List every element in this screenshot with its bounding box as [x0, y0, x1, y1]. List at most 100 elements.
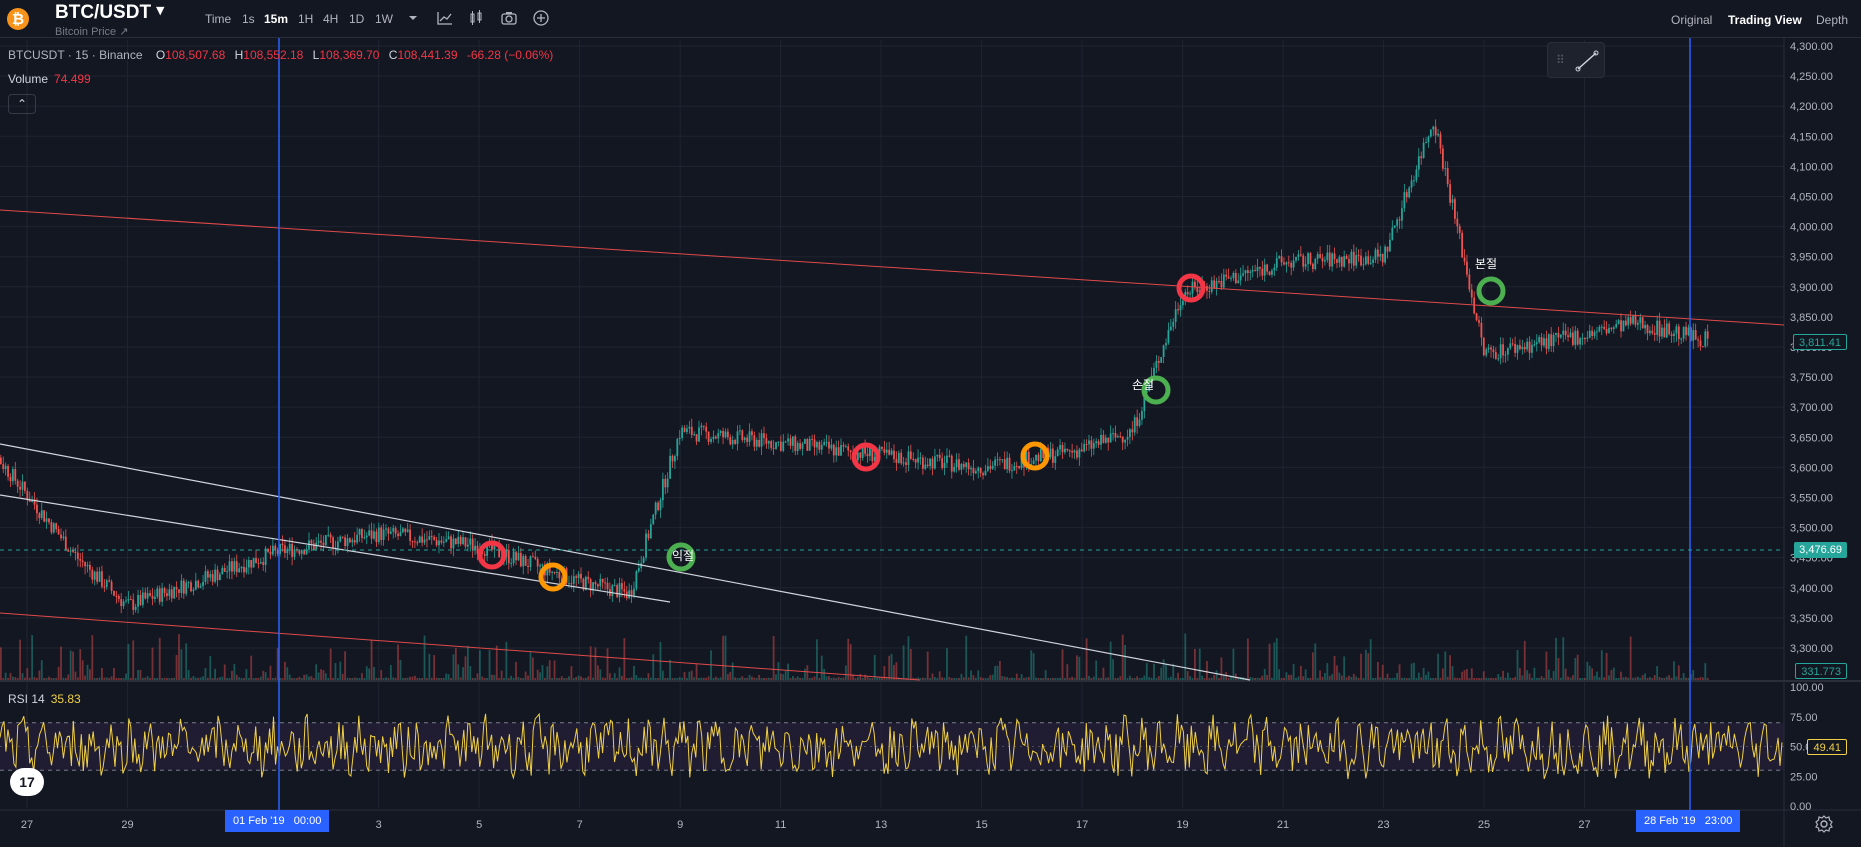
volume-bar [618, 667, 621, 680]
tab-depth[interactable]: Depth [1816, 13, 1849, 27]
candle-body [132, 599, 135, 610]
candle-body [791, 436, 794, 446]
timeframe-1h[interactable]: 1H [298, 12, 314, 26]
candle-body [438, 540, 440, 546]
timeframe-dropdown-icon[interactable] [404, 9, 422, 27]
candle-body [60, 534, 62, 539]
volume-bar [541, 665, 544, 680]
candle-body [231, 561, 233, 572]
candle-body [305, 549, 308, 555]
candle-body [151, 595, 154, 599]
volume-bar [818, 677, 821, 680]
volume-bar [1429, 678, 1432, 680]
volume-bar [519, 677, 522, 680]
volume-bar [1497, 674, 1500, 680]
candle-body [630, 590, 633, 596]
volume-bar [746, 677, 749, 680]
candle-body [1119, 436, 1122, 438]
volume-bar [758, 674, 761, 680]
subtitle-link[interactable]: Bitcoin Price ↗ [55, 26, 129, 38]
volume-bar [1689, 673, 1692, 680]
candle-body [1535, 342, 1538, 345]
candle-body [43, 510, 46, 522]
volume-bar [989, 675, 992, 680]
add-indicator-icon[interactable] [532, 9, 550, 27]
volume-bar [1701, 677, 1704, 680]
candle-body [770, 441, 773, 448]
drag-handle-icon[interactable]: ⠿ [1556, 53, 1565, 67]
collapse-legend-button[interactable]: ⌃ [8, 94, 36, 114]
timeframe-1d[interactable]: 1D [349, 12, 365, 26]
trade-marker-circle [477, 540, 507, 570]
candle-body [1167, 329, 1170, 343]
volume-bar [835, 677, 838, 680]
symbol-caret-icon[interactable]: ▼ [156, 4, 165, 17]
timeframe-15m[interactable]: 15m [264, 12, 289, 26]
candle-body [818, 442, 821, 450]
tradingview-logo-icon[interactable]: 17 [10, 768, 44, 796]
candle-body [575, 576, 578, 578]
candlestick-series [0, 119, 1709, 615]
volume-bar [144, 677, 147, 680]
volume-bar [459, 677, 462, 680]
candle-body [464, 537, 467, 547]
volume-bar [539, 672, 541, 680]
candle-body [1076, 450, 1078, 458]
volume-bar [409, 676, 411, 680]
volume-bar [596, 665, 599, 680]
candle-body [570, 583, 573, 585]
rsi-label[interactable]: RSI 14 [8, 692, 45, 706]
candle-body [336, 541, 339, 548]
volume-bar [495, 645, 498, 680]
candles-icon[interactable] [467, 9, 485, 27]
timeframe-4h[interactable]: 4H [323, 12, 339, 26]
tab-original[interactable]: Original [1671, 13, 1713, 27]
candle-body [905, 462, 907, 465]
volume-bar [84, 675, 86, 680]
settings-icon[interactable] [1814, 814, 1834, 834]
candle-body [1011, 470, 1013, 472]
candle-body [958, 459, 960, 470]
candle-body [1543, 338, 1545, 346]
volume-label[interactable]: Volume [8, 72, 49, 86]
candle-body [264, 548, 267, 565]
candle-body [368, 530, 371, 536]
legend-symbol[interactable]: BTCUSDT · 15 · Binance [8, 48, 143, 62]
volume-bar [1109, 641, 1112, 680]
chart-type-icon[interactable] [436, 9, 454, 27]
volume-bar [1338, 672, 1341, 680]
volume-bar [1386, 673, 1389, 680]
candle-body [921, 457, 924, 469]
volume-bar [1504, 677, 1507, 680]
candle-body [1153, 367, 1155, 376]
candle-body [103, 586, 106, 588]
volume-bar [1629, 636, 1632, 680]
volume-bar [531, 657, 534, 680]
volume-bar [1482, 671, 1485, 680]
candle-body [286, 548, 289, 554]
volume-bar [1682, 673, 1685, 680]
candle-body [1302, 255, 1305, 267]
camera-icon[interactable] [500, 9, 518, 27]
volume-bar [1150, 677, 1153, 680]
candle-body [1706, 331, 1709, 339]
volume-bar [1692, 669, 1695, 680]
volume-bar [440, 677, 443, 680]
volume-bar [544, 677, 546, 680]
candle-body [1083, 443, 1086, 452]
volume-value: 74.499 [54, 72, 91, 86]
tab-trading-view[interactable]: Trading View [1728, 13, 1802, 27]
timeframe-1s[interactable]: 1s [242, 12, 255, 26]
candle-body [341, 536, 344, 538]
volume-bar [33, 676, 36, 680]
trendline-tool-icon[interactable] [1574, 49, 1600, 73]
volume-bar [779, 673, 782, 680]
timeframe-1w[interactable]: 1W [375, 12, 393, 26]
volume-bar [1189, 676, 1192, 680]
volume-bar [428, 653, 431, 680]
volume-bar [1311, 652, 1314, 680]
volume-bar [1256, 677, 1259, 680]
volume-bar [929, 677, 931, 680]
symbol-selector[interactable]: BTC/USDT [55, 2, 152, 23]
